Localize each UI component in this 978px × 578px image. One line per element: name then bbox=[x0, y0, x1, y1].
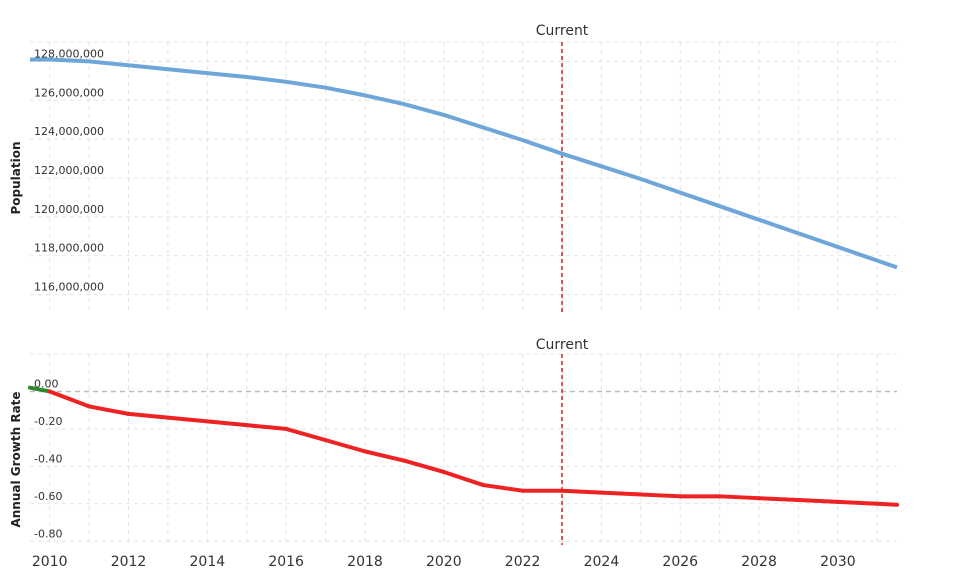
y-tick-label: -0.80 bbox=[34, 527, 62, 540]
x-tick-label: 2020 bbox=[426, 554, 462, 570]
growth-rate-segment bbox=[126, 411, 170, 420]
y-tick-label: -0.20 bbox=[34, 415, 62, 428]
growth-rate-segment bbox=[481, 483, 525, 493]
x-tick-label: 2012 bbox=[111, 554, 147, 570]
y-tick-label: 116,000,000 bbox=[34, 281, 104, 294]
x-tick-label: 2028 bbox=[741, 554, 777, 570]
population-series-line bbox=[30, 57, 898, 270]
growth-rate-segment bbox=[638, 492, 683, 499]
growth-rate-segment bbox=[835, 499, 880, 506]
growth-rate-segment bbox=[796, 498, 840, 504]
growth-rate-segment bbox=[599, 490, 643, 497]
growth-rate-segment bbox=[875, 501, 899, 507]
growth-rate-segment bbox=[402, 458, 446, 474]
x-tick-label: 2016 bbox=[268, 554, 304, 570]
x-tick-label: 2018 bbox=[347, 554, 383, 570]
current-marker-label: Current bbox=[536, 23, 589, 39]
y-tick-label: 0.00 bbox=[34, 377, 59, 390]
y-tick-label: -0.60 bbox=[34, 490, 62, 503]
growth-rate-segment bbox=[244, 423, 289, 431]
y-axis-label: Population bbox=[9, 141, 23, 214]
y-tick-label: 128,000,000 bbox=[34, 47, 104, 60]
x-tick-label: 2022 bbox=[505, 554, 541, 570]
x-tick-label: 2026 bbox=[662, 554, 698, 570]
growth-rate-segment bbox=[28, 385, 52, 394]
growth-rate-segment bbox=[47, 389, 92, 409]
growth-rate-segment bbox=[441, 469, 486, 488]
growth-rate-segment bbox=[717, 494, 762, 501]
growth-rate-segment bbox=[560, 488, 604, 495]
x-tick-label: 2014 bbox=[190, 554, 226, 570]
growth-rate-segment bbox=[362, 449, 407, 463]
growth-rate-segment bbox=[87, 404, 131, 416]
growth-rate-segment bbox=[284, 426, 328, 443]
y-tick-label: 124,000,000 bbox=[34, 125, 104, 138]
x-tick-label: 2010 bbox=[32, 554, 68, 570]
x-tick-label: 2024 bbox=[584, 554, 620, 570]
growth-rate-segment bbox=[165, 415, 210, 424]
growth-rate-segment bbox=[323, 438, 367, 454]
y-tick-label: 122,000,000 bbox=[34, 164, 104, 177]
y-tick-label: 120,000,000 bbox=[34, 203, 104, 216]
y-axis-label: Annual Growth Rate bbox=[9, 391, 23, 527]
current-marker-label: Current bbox=[536, 337, 589, 353]
y-tick-label: 118,000,000 bbox=[34, 242, 104, 255]
growth-rate-segment bbox=[757, 496, 801, 503]
growth-rate-segment bbox=[205, 419, 249, 428]
y-tick-label: 126,000,000 bbox=[34, 86, 104, 99]
x-tick-label: 2030 bbox=[820, 554, 856, 570]
y-tick-label: -0.40 bbox=[34, 452, 62, 465]
